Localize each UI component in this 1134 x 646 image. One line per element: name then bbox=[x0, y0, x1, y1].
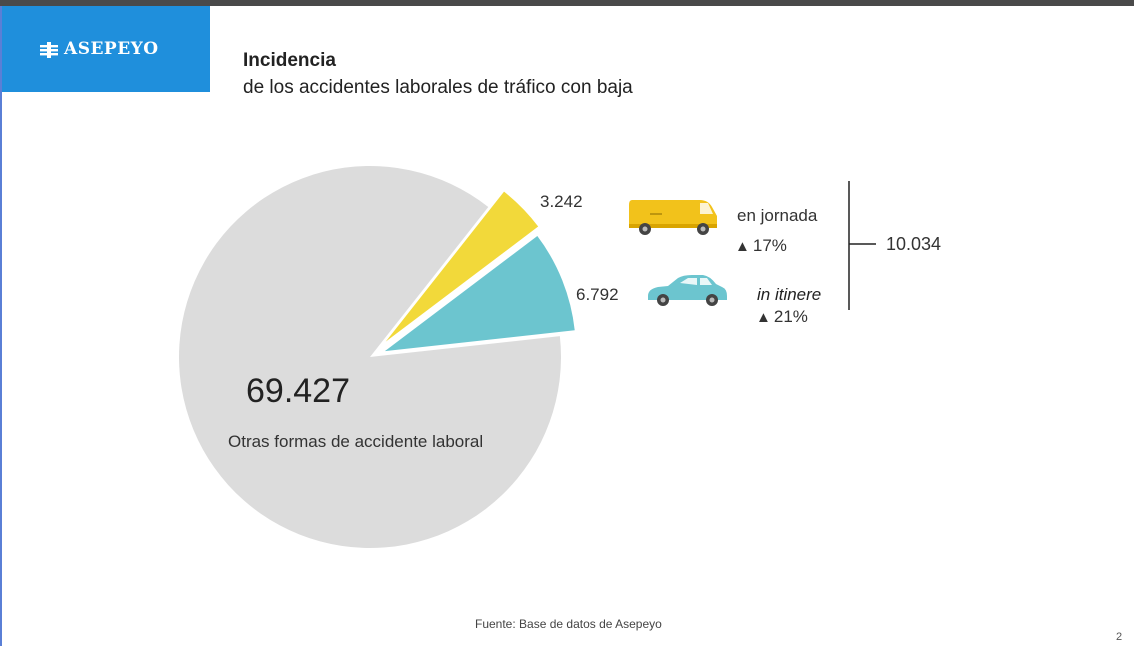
pie-slice-itinere bbox=[384, 236, 575, 352]
pie-slice-other bbox=[179, 166, 562, 549]
pie-slice-jornada bbox=[385, 191, 539, 342]
other-slice-label: Otras formas de accidente laboral bbox=[228, 432, 484, 451]
brand-header: ASEPEYO bbox=[2, 6, 210, 92]
top-border bbox=[0, 0, 1134, 6]
itinere-value: 6.792 bbox=[576, 285, 619, 304]
source-note: Fuente: Base de datos de Asepeyo bbox=[475, 617, 662, 631]
itinere-label: in itinere bbox=[757, 285, 822, 304]
asepeyo-logo-icon bbox=[40, 42, 58, 58]
total-traffic-value: 10.034 bbox=[886, 234, 942, 254]
brand-name: ASEPEYO bbox=[64, 39, 159, 59]
up-triangle-icon: ▲ bbox=[735, 238, 750, 255]
left-border bbox=[0, 6, 2, 646]
page-title: Incidencia bbox=[243, 50, 336, 71]
jornada-change: ▲ 17% bbox=[735, 236, 787, 256]
jornada-change-value: 17% bbox=[752, 236, 787, 255]
total-bracket bbox=[848, 181, 876, 310]
car-icon bbox=[648, 275, 727, 306]
jornada-label: en jornada bbox=[737, 206, 818, 225]
page-number: 2 bbox=[1116, 631, 1123, 643]
up-triangle-icon: ▲ bbox=[756, 309, 771, 326]
other-value: 69.427 bbox=[246, 372, 350, 410]
jornada-value: 3.242 bbox=[540, 192, 583, 211]
page-subtitle: de los accidentes laborales de tráfico c… bbox=[243, 77, 633, 98]
itinere-change-value: 21% bbox=[773, 307, 808, 326]
van-icon bbox=[629, 200, 717, 235]
itinere-change: ▲ 21% bbox=[756, 307, 808, 327]
